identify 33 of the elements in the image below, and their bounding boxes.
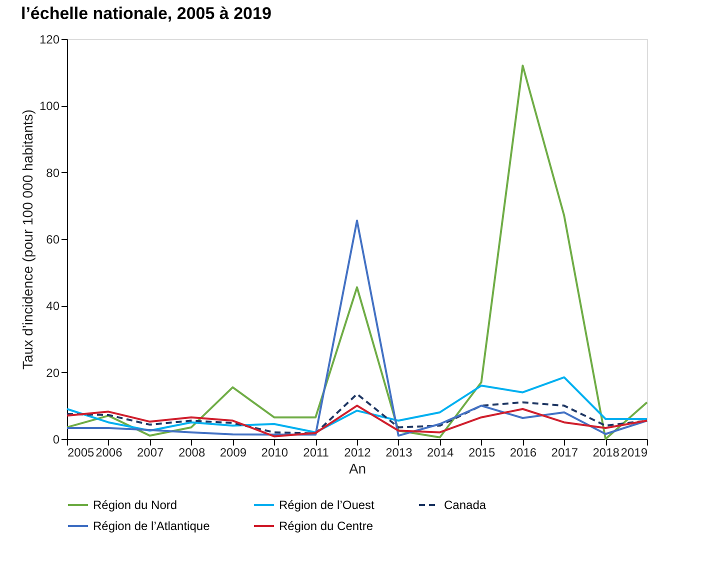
line-series bbox=[66, 404, 648, 438]
x-tick-label: 2005 bbox=[68, 446, 95, 460]
x-tick-label: 2007 bbox=[137, 446, 164, 460]
chart-title: l’échelle nationale, 2005 à 2019 bbox=[20, 4, 272, 23]
x-tick-label: 2011 bbox=[303, 446, 330, 460]
legend-label: Région de l’Atlantique bbox=[93, 519, 210, 533]
legend-label: Région du Centre bbox=[279, 519, 374, 533]
x-axis-title: An bbox=[348, 460, 366, 476]
x-tick-label: 2012 bbox=[344, 446, 372, 460]
y-tick-label: 60 bbox=[46, 232, 60, 246]
y-tick-label: 20 bbox=[46, 366, 60, 380]
x-tick-label: 2017 bbox=[551, 446, 578, 460]
x-tick-label: 2009 bbox=[220, 446, 247, 460]
x-tick-label: 2014 bbox=[427, 446, 454, 460]
x-tick-label: 2016 bbox=[510, 446, 537, 460]
line-series bbox=[66, 220, 648, 437]
y-axis-title: Taux d’incidence (pour 100 000 habitants) bbox=[19, 110, 36, 370]
legend-label: Région de l’Ouest bbox=[279, 498, 376, 512]
x-tick-label: 2018 bbox=[592, 446, 620, 460]
line-series bbox=[66, 376, 648, 434]
x-tick-label: 2008 bbox=[178, 446, 206, 460]
x-tick-label: 2006 bbox=[96, 446, 123, 460]
x-tick-label: 2013 bbox=[386, 446, 413, 460]
legend-label: Région du Nord bbox=[93, 498, 178, 512]
y-tick-label: 40 bbox=[46, 299, 60, 314]
x-tick-label: 2015 bbox=[468, 446, 496, 460]
y-tick-label: 0 bbox=[52, 432, 60, 446]
legend-label: Canada bbox=[444, 498, 486, 512]
y-tick-label: 80 bbox=[46, 166, 60, 180]
y-tick-label: 120 bbox=[39, 32, 60, 46]
x-tick-label: 2019 bbox=[620, 446, 648, 460]
y-tick-label: 100 bbox=[39, 99, 60, 114]
x-tick-label: 2010 bbox=[261, 446, 288, 460]
